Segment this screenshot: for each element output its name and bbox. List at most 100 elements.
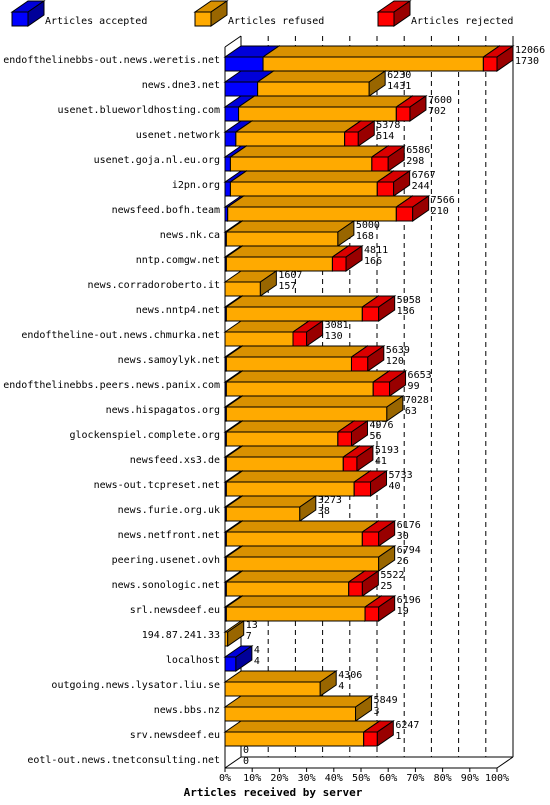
total-label-26: 4306 — [338, 670, 362, 681]
bar-12-rejected-side — [306, 320, 324, 347]
bar-5-rejected — [370, 145, 406, 172]
total-label-15: 7028 — [405, 395, 429, 406]
total-label-19: 3273 — [318, 495, 342, 506]
bar-row-19 — [223, 495, 318, 522]
legend-swatch-2 — [193, 0, 229, 27]
bar-1-refused-top — [261, 45, 502, 58]
total-label-12: 3081 — [325, 320, 349, 331]
bar-15-refused-top — [224, 395, 405, 408]
bar-8-refused — [224, 220, 356, 247]
category-labels: endofthelinebbs-out.news.weretis.net news… — [3, 55, 220, 766]
bar-row-23 — [223, 595, 397, 622]
bar-5-refused-top — [228, 145, 390, 158]
bar-2-refused-side — [368, 70, 386, 97]
bar-row-17 — [223, 445, 375, 472]
bar-9-rejected-front — [331, 256, 347, 272]
category-label-16: glockenspiel.complete.org — [69, 430, 220, 441]
bar-20-refused — [224, 520, 380, 547]
bar-18-refused-front — [225, 481, 355, 497]
bar-1-refused-front — [262, 56, 484, 72]
bar-17-rejected — [341, 445, 375, 472]
bar-15-refused — [224, 395, 405, 422]
bar-1-accepted-front — [224, 56, 264, 72]
bar-16-rejected — [336, 420, 370, 447]
category-label-1: endofthelinebbs-out.news.weretis.net — [3, 55, 220, 66]
total-label-14: 6653 — [408, 370, 432, 381]
second-label-4: 514 — [376, 131, 394, 142]
legend-swatch-1-front — [11, 11, 29, 27]
second-label-29: 0 — [243, 756, 249, 767]
bar-17-refused-top — [224, 445, 361, 458]
bar-24-refused — [223, 620, 246, 647]
legend-swatch-1 — [10, 0, 46, 27]
x-tick-label-60: 60% — [379, 773, 397, 784]
category-label-5: usenet.goja.nl.eu.org — [94, 155, 220, 166]
category-label-6: i2pn.org — [172, 180, 220, 191]
category-label-13: news.samoylyk.net — [118, 355, 220, 366]
bar-4-refused — [234, 120, 363, 147]
bar-20-refused-top — [224, 520, 380, 533]
bar-23-refused — [224, 595, 383, 622]
bar-row-8 — [223, 220, 356, 247]
bar-26-refused-front — [224, 681, 321, 697]
bar-5-accepted-front — [224, 156, 231, 172]
second-label-26: 4 — [338, 681, 344, 692]
bar-20-refused-front — [225, 531, 363, 547]
category-label-7: newsfeed.bofh.team — [112, 205, 220, 216]
total-label-23: 6196 — [397, 595, 421, 606]
bar-22-refused-front — [225, 581, 350, 597]
second-label-6: 244 — [412, 181, 430, 192]
bar-14-rejected-front — [372, 381, 391, 397]
bar-13-rejected — [349, 345, 386, 372]
legend-swatch-3-side — [393, 0, 411, 27]
bar-16-rejected-side — [350, 420, 368, 447]
second-label-22: 25 — [380, 581, 392, 592]
bar-27-refused-front — [224, 706, 357, 722]
second-label-2: 1431 — [387, 81, 411, 92]
second-label-23: 19 — [397, 606, 409, 617]
bar-23-refused-top — [224, 595, 383, 608]
bar-21-refused-front — [225, 556, 380, 572]
bar-row-4 — [223, 120, 376, 147]
bar-7-refused-front — [227, 206, 397, 222]
bar-19-refused — [224, 495, 318, 522]
total-label-16: 4976 — [369, 420, 393, 431]
bar-12-rejected-front — [292, 331, 308, 347]
bar-2-refused — [256, 70, 387, 97]
bar-9-refused — [224, 245, 351, 272]
bar-7-rejected — [394, 195, 431, 222]
bar-4-rejected — [343, 120, 376, 147]
second-label-11: 136 — [397, 306, 415, 317]
bar-row-24 — [223, 620, 246, 647]
x-tick-label-40: 40% — [325, 773, 343, 784]
bar-12-rejected — [291, 320, 325, 347]
bar-3-refused-top — [236, 95, 414, 108]
bar-7-rejected-side — [412, 195, 430, 222]
second-label-3: 702 — [428, 106, 446, 117]
bar-21-refused-side — [378, 545, 396, 572]
bars — [223, 45, 515, 747]
bar-13-refused-front — [225, 356, 352, 372]
bar-28-rejected-front — [363, 731, 378, 747]
bar-26-refused — [223, 670, 338, 697]
bar-5-refused-front — [229, 156, 373, 172]
bar-6-rejected-front — [376, 181, 395, 197]
total-label-8: 5000 — [356, 220, 380, 231]
bar-11-rejected — [360, 295, 397, 322]
bar-row-14 — [223, 370, 408, 397]
bar-11-refused-front — [225, 306, 363, 322]
bar-row-22 — [223, 570, 380, 597]
bar-4-accepted-front — [224, 131, 237, 147]
floor-left-diag — [224, 756, 242, 769]
category-label-19: news.furie.org.uk — [118, 505, 220, 516]
bar-row-1 — [223, 45, 515, 72]
total-label-7: 7566 — [431, 195, 455, 206]
legend: Articles accepted Articles refused Article… — [10, 0, 513, 27]
bar-3-refused-front — [238, 106, 397, 122]
bar-2-refused-front — [257, 81, 370, 97]
bar-10-refused-side — [259, 270, 277, 297]
legend-label-3: Articles rejected — [411, 16, 513, 27]
bar-25-accepted — [223, 645, 254, 672]
x-tick-label-0: 0% — [219, 773, 231, 784]
bar-13-rejected-side — [367, 345, 385, 372]
